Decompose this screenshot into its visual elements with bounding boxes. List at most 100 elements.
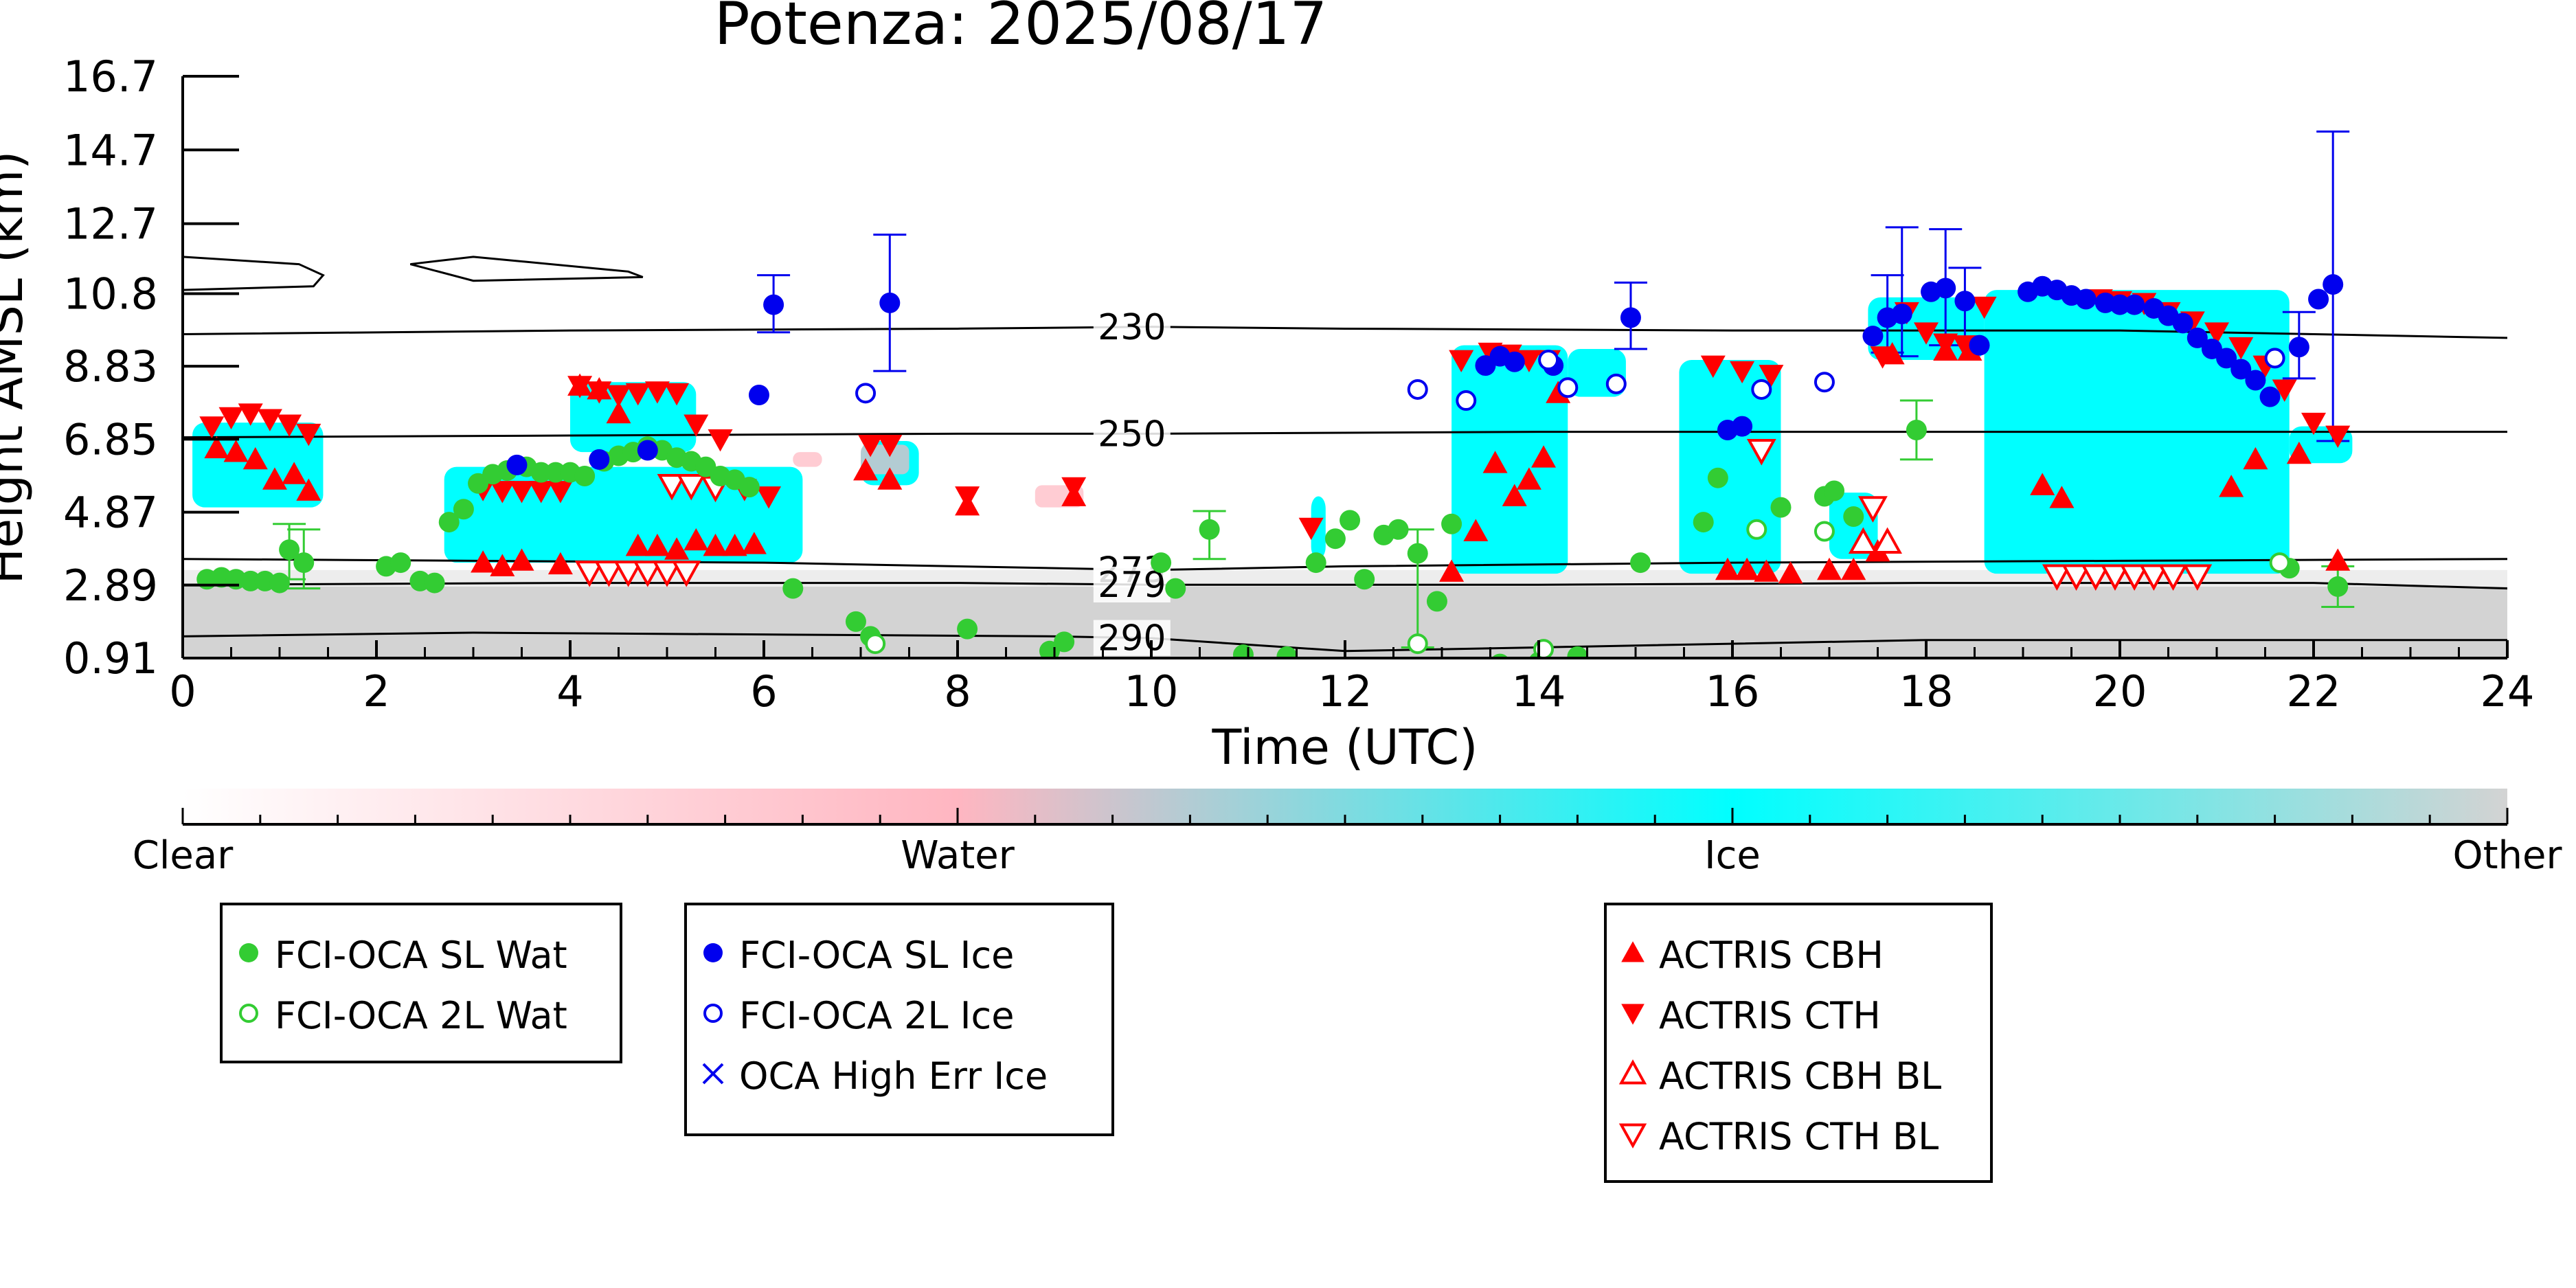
actris-cth-point bbox=[2301, 412, 2326, 436]
fci-oca-sl-ice-point bbox=[1935, 278, 1956, 299]
fci-oca-2l-wat-point bbox=[1814, 521, 1835, 542]
fci-oca-2l-wat-point bbox=[865, 633, 886, 655]
fci-oca-sl-ice-point bbox=[2308, 289, 2329, 310]
fci-oca-sl-wat-point bbox=[453, 499, 474, 520]
fci-oca-sl-ice-point bbox=[2172, 313, 2193, 334]
actris-cbh-point bbox=[2049, 486, 2075, 508]
actris-cth-point bbox=[2272, 379, 2297, 402]
fci-oca-sl-wat-point bbox=[1324, 528, 1346, 550]
actris-cbh-point bbox=[2030, 473, 2055, 495]
actris-cth-point bbox=[664, 383, 690, 406]
actris-cth-point bbox=[1933, 333, 1958, 356]
actris-cth-point bbox=[277, 414, 302, 437]
actris-cth-point bbox=[1449, 350, 1474, 373]
actris-cth-point bbox=[1971, 296, 1997, 319]
actris-cth-point bbox=[1298, 517, 1324, 541]
plot-area: 230250273279290 bbox=[183, 130, 2507, 658]
cloud-outline bbox=[409, 256, 644, 282]
fci-oca-sl-ice-point bbox=[748, 384, 769, 405]
legend-entry: ACTRIS CTH BL bbox=[1618, 1115, 1939, 1158]
fci-oca-sl-ice-point bbox=[2230, 359, 2252, 380]
fci-oca-sl-ice-point bbox=[2323, 274, 2344, 295]
isotherm-label: 279 bbox=[1098, 565, 1166, 606]
actris-cth-bl-point bbox=[2182, 564, 2213, 591]
x-tick-label: 0 bbox=[169, 666, 196, 716]
ice-cloud-region bbox=[1451, 345, 1568, 574]
actris-cth-point bbox=[955, 486, 980, 509]
fci-oca-sl-wat-point bbox=[545, 462, 566, 483]
fci-oca-sl-ice-point bbox=[637, 440, 658, 461]
fci-oca-sl-wat-point bbox=[240, 570, 261, 591]
actris-cth-point bbox=[547, 481, 573, 504]
actris-cbh-point bbox=[296, 478, 321, 501]
fci-oca-sl-ice-point bbox=[1732, 416, 1753, 437]
actris-cbh-point bbox=[853, 457, 879, 481]
fci-oca-sl-ice-point bbox=[1954, 291, 1976, 312]
fci-oca-sl-wat-point bbox=[1693, 512, 1714, 533]
legend-swatch bbox=[239, 1004, 258, 1023]
legend-label: FCI-OCA 2L Wat bbox=[275, 994, 567, 1037]
fci-oca-sl-wat-point bbox=[1151, 552, 1172, 574]
actris-cth-bl-point bbox=[2061, 564, 2091, 591]
legend-swatch bbox=[1621, 941, 1645, 962]
legend-swatch bbox=[703, 1004, 723, 1023]
fci-oca-sl-ice-point bbox=[589, 449, 610, 470]
fci-oca-sl-wat-point bbox=[1770, 497, 1792, 518]
actris-cth-point bbox=[587, 381, 612, 404]
actris-cth-point bbox=[708, 429, 733, 452]
legend-entry: OCA High Err Ice bbox=[702, 1054, 1048, 1098]
legend-frame bbox=[220, 903, 622, 1063]
colorbar-label: Clear bbox=[133, 833, 234, 878]
colorbar-label: Water bbox=[901, 833, 1015, 878]
actris-cth-point bbox=[218, 407, 244, 430]
actris-cbh-point bbox=[242, 447, 268, 470]
fci-oca-sl-wat-point bbox=[782, 578, 804, 599]
isotherm-line bbox=[183, 582, 2507, 590]
actris-cth-point bbox=[756, 486, 782, 509]
actris-cbh-point bbox=[1531, 445, 1557, 468]
actris-cbh-point bbox=[1841, 557, 1866, 580]
fci-oca-sl-wat-point bbox=[574, 466, 596, 487]
actris-cth-bl-point bbox=[2100, 564, 2130, 591]
x-tick-label: 8 bbox=[944, 666, 971, 716]
legend-entry: FCI-OCA SL Ice bbox=[703, 934, 1014, 977]
fci-oca-sl-wat-point bbox=[1054, 631, 1075, 653]
y-tick-label: 6.85 bbox=[63, 414, 158, 464]
actris-cbh-point bbox=[471, 550, 496, 573]
actris-cth-bl-point bbox=[613, 561, 643, 587]
y-tick-label: 0.91 bbox=[63, 633, 158, 683]
actris-cth-point bbox=[2325, 425, 2351, 449]
legend-frame bbox=[684, 903, 1114, 1136]
actris-cth-bl-point bbox=[2081, 564, 2111, 591]
actris-cth-bl-point bbox=[574, 561, 605, 587]
actris-cbh-point bbox=[2219, 475, 2244, 497]
x-axis-label: Time (UTC) bbox=[1212, 719, 1478, 776]
fci-oca-2l-ice-point bbox=[1538, 350, 1559, 371]
actris-cbh-point bbox=[509, 548, 534, 571]
actris-cbh-point bbox=[1754, 559, 1779, 582]
actris-cth-point bbox=[1914, 322, 1939, 345]
actris-cth-point bbox=[877, 435, 903, 457]
x-tick-label: 4 bbox=[556, 666, 583, 716]
x-tick-label: 6 bbox=[750, 666, 777, 716]
actris-cth-point bbox=[1870, 346, 1895, 369]
fci-oca-sl-wat-point bbox=[279, 539, 300, 561]
x-tick-label: 20 bbox=[2093, 666, 2147, 716]
actris-cth-bl-point bbox=[2138, 564, 2169, 591]
actris-cbh-bl-point bbox=[1873, 527, 1902, 554]
legend-entry: ACTRIS CTH bbox=[1621, 994, 1881, 1037]
fci-oca-sl-ice-point bbox=[1504, 351, 1525, 372]
legends: FCI-OCA SL Wat FCI-OCA 2L Wat FCI-OCA SL I… bbox=[220, 903, 1993, 1183]
actris-cbh-point bbox=[683, 528, 709, 551]
actris-cbh-point bbox=[2325, 548, 2351, 571]
isotherm-label-bg bbox=[1093, 416, 1171, 452]
fci-oca-sl-ice-point bbox=[1891, 303, 1912, 324]
fci-oca-sl-wat-point bbox=[1441, 513, 1462, 534]
legend-label: ACTRIS CTH bbox=[1659, 994, 1881, 1037]
legend-label: FCI-OCA SL Wat bbox=[275, 934, 567, 977]
actris-cth-bl-point bbox=[633, 561, 663, 587]
marker-layer bbox=[196, 274, 2351, 658]
actris-cth-bl-point bbox=[594, 561, 624, 587]
legend-label: ACTRIS CBH BL bbox=[1659, 1054, 1941, 1098]
fci-oca-2l-wat-point bbox=[1407, 633, 1428, 655]
